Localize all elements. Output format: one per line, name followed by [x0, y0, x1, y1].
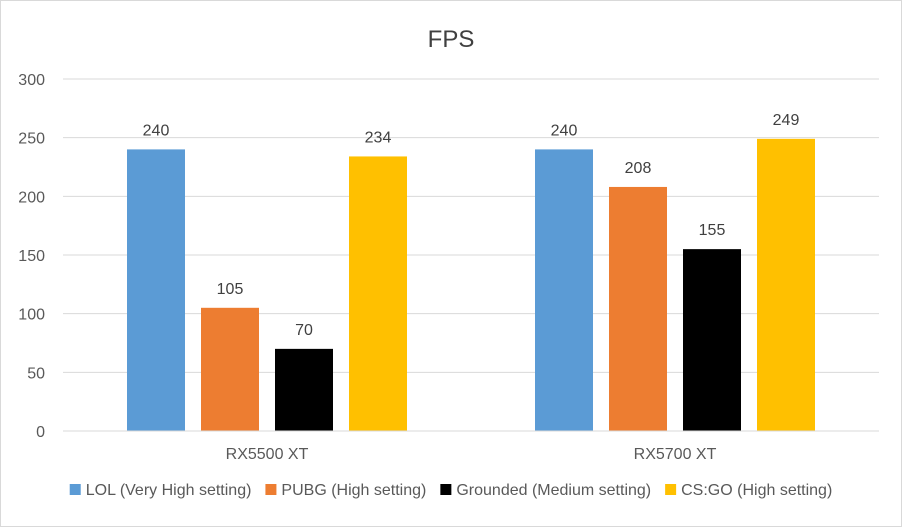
y-tick-label: 300 — [18, 72, 45, 89]
legend-label: PUBG (High setting) — [281, 482, 426, 499]
bar-value-label: 249 — [773, 112, 800, 129]
y-tick-label: 100 — [18, 307, 45, 324]
y-tick-label: 250 — [18, 131, 45, 148]
legend-label: LOL (Very High setting) — [86, 482, 252, 499]
bar-value-label: 240 — [551, 122, 578, 139]
legend-item: LOL (Very High setting) — [69, 482, 252, 499]
bar-value-label: 208 — [625, 160, 652, 177]
bar — [275, 348, 333, 431]
bar-value-label: 240 — [143, 122, 170, 139]
bar — [683, 249, 741, 431]
bar — [535, 149, 593, 431]
bar-value-label: 105 — [217, 281, 244, 298]
bar-value-label: 155 — [699, 222, 726, 239]
legend-swatch — [69, 484, 81, 495]
x-category-label: RX5700 XT — [634, 446, 717, 463]
legend-label: CS:GO (High setting) — [681, 482, 832, 499]
y-tick-label: 200 — [18, 189, 45, 206]
chart-title: FPS — [428, 26, 475, 53]
bar-value-label: 234 — [365, 129, 392, 146]
bar — [757, 138, 815, 431]
bar — [127, 149, 185, 431]
y-tick-label: 50 — [27, 365, 45, 382]
axes: 0 50 100 150 200 250 300 RX5500 XT RX5700 XT — [18, 72, 879, 463]
legend: LOL (Very High setting) PUBG (High settin… — [69, 482, 832, 499]
gridlines — [63, 78, 879, 432]
legend-label: Grounded (Medium setting) — [456, 482, 651, 499]
bars — [127, 138, 815, 431]
data-labels: 240 105 70 234 240 208 155 249 — [143, 112, 800, 339]
legend-swatch — [440, 484, 452, 495]
x-category-label: RX5500 XT — [226, 446, 309, 463]
legend-swatch — [665, 484, 677, 495]
legend-item: PUBG (High setting) — [265, 482, 426, 499]
legend-item: Grounded (Medium setting) — [440, 482, 651, 499]
bar — [609, 186, 667, 431]
legend-item: CS:GO (High setting) — [665, 482, 832, 499]
y-tick-label: 150 — [18, 248, 45, 265]
bar — [201, 307, 259, 431]
bar — [349, 156, 407, 431]
y-tick-label: 0 — [36, 424, 45, 441]
legend-swatch — [265, 484, 277, 495]
bar-value-label: 70 — [295, 322, 313, 339]
